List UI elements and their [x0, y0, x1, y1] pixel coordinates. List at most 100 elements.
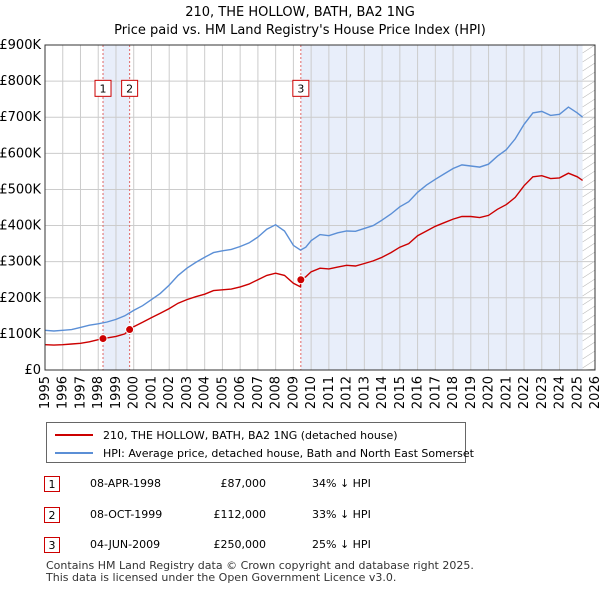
transaction-date: 08-OCT-1999: [90, 508, 163, 521]
forecast-hatch: [582, 206, 596, 216]
transaction-hpi-diff: 33% ↓ HPI: [312, 508, 371, 521]
x-tick-label: 2022: [517, 376, 532, 409]
forecast-hatch: [582, 80, 596, 90]
forecast-hatch: [582, 98, 596, 108]
transaction-number-label: 3: [297, 82, 304, 95]
transaction-number-box: [292, 79, 310, 97]
x-tick-label: 2018: [446, 376, 461, 409]
chart-subtitle: Price paid vs. HM Land Registry's House …: [114, 23, 486, 38]
transaction-date: 08-APR-1998: [90, 477, 162, 490]
x-tick-label: 2016: [411, 376, 426, 409]
forecast-hatch: [582, 323, 596, 333]
hpi-series-line: [44, 106, 584, 332]
footer-licence: This data is licensed under the Open Gov…: [46, 571, 397, 584]
plot-frame: [44, 44, 596, 371]
transaction-point: [125, 325, 135, 335]
transaction-price: £250,000: [213, 538, 267, 551]
transaction-badge: 3: [44, 537, 60, 553]
forecast-hatch: [582, 341, 596, 351]
transaction-row: 3 04-JUN-2009 £250,000 25% ↓ HPI: [0, 537, 600, 557]
y-tick-label: £500K: [0, 182, 41, 197]
legend-item-hpi: HPI: Average price, detached house, Bath…: [55, 445, 474, 461]
transaction-point: [98, 334, 108, 344]
transaction-price: £87,000: [220, 477, 267, 490]
x-tick-label: 2009: [286, 376, 301, 409]
x-tick-label: 2002: [162, 376, 177, 409]
forecast-hatch: [582, 53, 596, 63]
x-tick-label: 2024: [553, 376, 568, 409]
forecast-hatch: [582, 233, 596, 243]
forecast-hatch: [582, 314, 596, 324]
forecast-hatch: [582, 269, 596, 279]
forecast-hatch: [582, 143, 596, 153]
x-tick-label: 2026: [588, 376, 600, 409]
forecast-hatch: [582, 125, 596, 135]
transaction-row: 2 08-OCT-1999 £112,000 33% ↓ HPI: [0, 507, 600, 527]
y-tick-label: £100K: [0, 327, 41, 342]
transaction-number-box: [121, 79, 139, 97]
legend-item-price: 210, THE HOLLOW, BATH, BA2 1NG (detached…: [55, 427, 398, 443]
forecast-hatch: [582, 107, 596, 117]
y-tick-label: £0: [24, 363, 41, 378]
x-tick-label: 2019: [464, 376, 479, 409]
x-tick-label: 2015: [393, 376, 408, 409]
legend: 210, THE HOLLOW, BATH, BA2 1NG (detached…: [46, 422, 474, 463]
transaction-row: 1 08-APR-1998 £87,000 34% ↓ HPI: [0, 476, 600, 496]
x-tick-label: 1999: [109, 376, 124, 409]
x-tick-label: 1998: [91, 376, 106, 409]
forecast-hatch: [582, 305, 596, 315]
forecast-hatch: [582, 359, 596, 369]
forecast-hatch: [582, 224, 596, 234]
x-tick-label: 1996: [56, 376, 71, 409]
shaded-period: [300, 45, 583, 370]
x-tick-label: 1995: [38, 376, 53, 409]
legend-label-price: 210, THE HOLLOW, BATH, BA2 1NG (detached…: [103, 428, 398, 442]
x-tick-label: 2008: [269, 376, 284, 409]
transaction-badge: 1: [44, 476, 60, 492]
forecast-hatch: [582, 242, 596, 252]
forecast-hatch: [582, 350, 596, 360]
footer-copyright: Contains HM Land Registry data © Crown c…: [46, 559, 474, 572]
x-tick-label: 2001: [144, 376, 159, 409]
chart-title: 210, THE HOLLOW, BATH, BA2 1NG: [185, 5, 415, 20]
forecast-hatch: [582, 179, 596, 189]
transaction-number-box: [94, 79, 112, 97]
x-tick-label: 2006: [233, 376, 248, 409]
forecast-hatch: [582, 116, 596, 126]
y-tick-label: £200K: [0, 291, 41, 306]
x-tick-label: 1997: [73, 376, 88, 409]
x-tick-label: 2005: [215, 376, 230, 409]
forecast-hatch: [582, 296, 596, 306]
x-tick-label: 2010: [304, 376, 319, 409]
x-tick-label: 2013: [357, 376, 372, 409]
transaction-badge: 2: [44, 507, 60, 523]
forecast-hatch: [582, 251, 596, 261]
forecast-hatch: [582, 188, 596, 198]
forecast-hatch: [582, 89, 596, 99]
x-tick-label: 2014: [375, 376, 390, 409]
x-tick-label: 2025: [570, 376, 585, 409]
forecast-hatch: [582, 152, 596, 162]
x-tick-label: 2020: [482, 376, 497, 409]
transaction-hpi-diff: 25% ↓ HPI: [312, 538, 371, 551]
y-tick-label: £600K: [0, 146, 41, 161]
x-tick-label: 2011: [322, 376, 337, 409]
forecast-hatch: [582, 62, 596, 72]
legend-swatch-hpi: [55, 452, 93, 454]
forecast-hatch: [582, 287, 596, 297]
forecast-hatch: [582, 71, 596, 81]
x-tick-label: 2023: [535, 376, 550, 409]
x-tick-label: 2004: [198, 376, 213, 409]
y-tick-label: £300K: [0, 255, 41, 270]
transaction-number-label: 2: [126, 82, 133, 95]
forecast-hatch: [582, 44, 596, 54]
transaction-date: 04-JUN-2009: [90, 538, 161, 551]
legend-label-hpi: HPI: Average price, detached house, Bath…: [103, 446, 474, 460]
x-tick-label: 2021: [499, 376, 514, 409]
forecast-hatch: [582, 278, 596, 288]
forecast-hatch: [582, 197, 596, 207]
footer: Contains HM Land Registry data © Crown c…: [46, 560, 474, 584]
chart: 210, THE HOLLOW, BATH, BA2 1NG Price pai…: [0, 5, 600, 409]
forecast-hatch: [582, 161, 596, 171]
transaction-number-label: 1: [100, 82, 107, 95]
